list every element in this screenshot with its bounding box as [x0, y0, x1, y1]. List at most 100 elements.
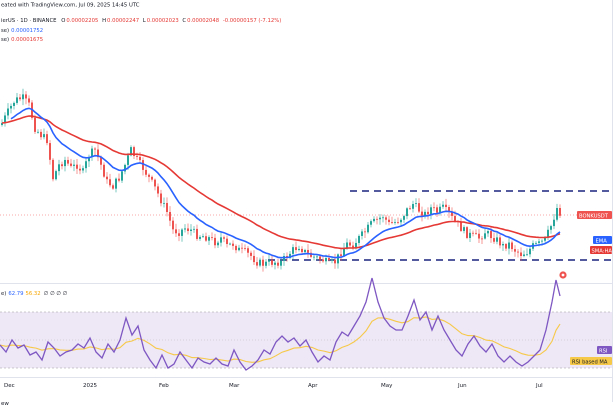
x-tick-label: Feb — [159, 383, 169, 389]
candle-body — [271, 260, 273, 265]
candle-body — [109, 179, 111, 186]
candle-body — [421, 211, 423, 216]
sma-line — [1, 115, 561, 250]
candle-body — [208, 237, 210, 241]
candle-body — [265, 261, 267, 266]
candle-body — [403, 216, 405, 220]
candle-body — [73, 164, 75, 166]
candle-body — [472, 232, 474, 234]
candle-body — [97, 149, 99, 158]
candle-body — [397, 221, 399, 223]
candle-body — [79, 168, 81, 171]
candle-body — [412, 203, 414, 209]
ohlc-change: -0.00000157 (-7.12%) — [223, 18, 281, 24]
candle-body — [505, 243, 507, 249]
ohlc-c-value: 0.00002048 — [187, 18, 220, 24]
ema-legend-suffix: se) — [1, 28, 9, 34]
candle-body — [121, 171, 123, 181]
candle-body — [556, 208, 558, 220]
candle-body — [367, 224, 369, 233]
sma-legend-value: 0.00001675 — [11, 37, 43, 43]
symbol-label: ierUS · 1D · BINANCE — [1, 18, 57, 24]
candle-body — [328, 258, 330, 261]
rsi-legend-extra: ∅ ∅ ∅ ∅ — [44, 291, 68, 297]
price-tag-label: BONKUSDT — [579, 213, 609, 219]
candle-body — [448, 207, 450, 212]
candle-body — [502, 243, 504, 246]
candle-body — [442, 204, 444, 207]
candle-body — [388, 219, 390, 223]
candle-body — [52, 159, 54, 180]
candle-body — [493, 238, 495, 242]
candle-body — [499, 237, 501, 246]
candle-body — [391, 222, 393, 223]
candle-body — [283, 255, 285, 261]
footer-text: ew — [1, 401, 9, 407]
ohlc-o-value: 0.00002205 — [66, 18, 98, 24]
sma-legend: se) 0.00001675 — [1, 37, 43, 43]
candle-body — [355, 242, 357, 249]
candle-body — [427, 211, 429, 215]
ema-tag-label: EMA — [596, 238, 608, 244]
rsi-ma-tag-bg — [570, 357, 612, 365]
rsi-legend-value: 62.79 — [8, 291, 23, 297]
candle-body — [307, 249, 309, 253]
sma-legend-suffix: se) — [1, 37, 9, 43]
candle-body — [127, 155, 129, 165]
candle-body — [76, 164, 78, 169]
candle-body — [82, 168, 84, 171]
candle-body — [58, 164, 60, 172]
candle-body — [25, 94, 27, 99]
candle-body — [274, 262, 276, 265]
candle-body — [310, 252, 312, 257]
candle-body — [298, 248, 300, 251]
candle-body — [460, 222, 462, 231]
rsi-legend: e) 62.79 56.32 ∅ ∅ ∅ ∅ — [1, 291, 68, 297]
candle-body — [304, 249, 306, 253]
rsi-ma-legend-value: 56.32 — [26, 291, 41, 297]
candle-body — [142, 160, 144, 170]
candle-body — [205, 236, 207, 241]
candle-body — [4, 115, 6, 124]
candle-body — [64, 159, 66, 167]
rsi-tag-label: RSI — [599, 348, 608, 354]
candle-body — [535, 242, 537, 244]
candle-body — [40, 131, 42, 138]
candle-body — [268, 260, 270, 262]
candle-body — [436, 207, 438, 213]
candle-body — [37, 131, 39, 133]
candle-body — [244, 248, 246, 249]
candle-body — [313, 256, 315, 258]
candle-body — [325, 258, 327, 262]
candle-body — [418, 203, 420, 212]
candle-body — [496, 237, 498, 242]
candle-body — [262, 259, 264, 266]
candle-body — [478, 233, 480, 239]
candle-body — [169, 211, 171, 221]
candle-body — [547, 229, 549, 238]
candle-body — [151, 176, 153, 180]
candle-body — [529, 248, 531, 255]
candle-body — [433, 207, 435, 209]
alert-icon-center — [561, 273, 565, 277]
candle-body — [103, 164, 105, 177]
candle-body — [541, 240, 543, 242]
candle-body — [49, 143, 51, 160]
candle-body — [148, 174, 150, 177]
rsi-ma-tag-label: RSI based MA — [572, 359, 608, 365]
candle-body — [211, 237, 213, 238]
candle-body — [430, 207, 432, 215]
candle-body — [394, 221, 396, 223]
candle-body — [322, 259, 324, 262]
candle-body — [259, 259, 261, 266]
candle-body — [7, 108, 9, 116]
candle-body — [163, 202, 165, 204]
candle-body — [118, 178, 120, 181]
candle-body — [178, 233, 180, 236]
candle-body — [187, 228, 189, 232]
ohlc-l-label: L — [143, 18, 146, 24]
candle-body — [352, 245, 354, 249]
candle-body — [469, 232, 471, 238]
candle-body — [220, 237, 222, 243]
candle-body — [238, 247, 240, 251]
